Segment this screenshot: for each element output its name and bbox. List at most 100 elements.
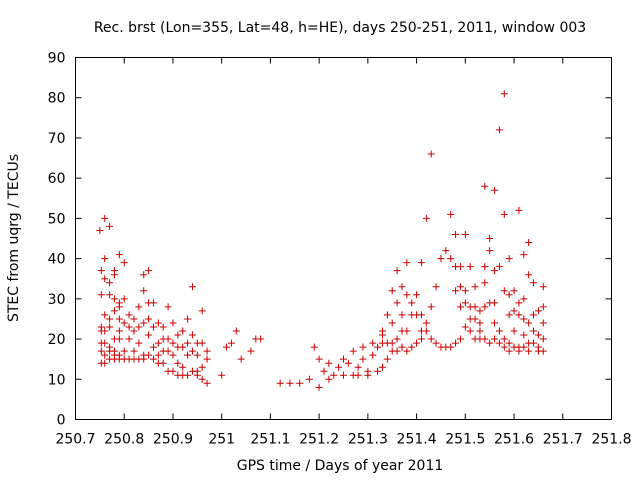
data-point [106,222,114,230]
data-point [169,319,177,327]
data-point [159,359,167,367]
data-point [140,287,148,295]
data-point [257,335,265,343]
data-point [149,299,157,307]
data-point [145,267,153,275]
data-point [120,295,128,303]
data-point [510,307,518,315]
data-point [179,343,187,351]
data-point [491,186,499,194]
data-point [417,335,425,343]
data-point [218,371,226,379]
data-point [432,283,440,291]
data-point [466,327,474,335]
data-point [530,339,538,347]
data-point [422,214,430,222]
data-point [378,363,386,371]
data-point [164,335,172,343]
data-point [515,311,523,319]
data-point [120,319,128,327]
data-point [393,347,401,355]
data-point [120,347,128,355]
data-point [422,319,430,327]
data-point [203,347,211,355]
data-point [369,351,377,359]
x-tick-label: 251.3 [348,432,388,448]
data-point [383,355,391,363]
data-point [179,363,187,371]
data-point [530,311,538,319]
data-point [515,347,523,355]
data-point [491,319,499,327]
data-point [388,319,396,327]
data-point [179,327,187,335]
data-point [106,323,114,331]
data-point [520,343,528,351]
data-point [188,331,196,339]
data-point [534,331,542,339]
data-point [422,327,430,335]
data-point [393,299,401,307]
data-point [97,267,105,275]
data-point [164,303,172,311]
data-point [169,351,177,359]
x-tick-label: 250.8 [104,432,144,448]
data-point [486,235,494,242]
x-tick-label: 250.7 [55,432,95,448]
data-point [505,347,513,355]
y-tick-label: 0 [57,413,66,429]
data-point [505,339,513,347]
data-point [110,295,118,303]
data-point [169,339,177,347]
data-point [97,291,105,299]
data-point [491,267,499,275]
data-point [320,367,328,375]
data-point [310,343,318,351]
data-point [96,226,104,234]
data-point [227,339,235,347]
data-point [452,230,460,238]
data-point [447,343,455,351]
data-point [500,90,508,98]
data-point [325,375,333,383]
data-point [115,335,123,343]
data-point [149,355,157,363]
x-tick-label: 251.8 [591,432,631,448]
data-point [154,351,162,359]
data-point [481,335,489,343]
y-tick-label: 70 [48,131,66,147]
data-point [417,259,425,267]
data-point [383,311,391,319]
data-point [359,343,367,351]
chart-title: Rec. brst (Lon=355, Lat=48, h=HE), days … [94,20,586,36]
data-point [525,271,533,279]
data-point [520,331,528,339]
data-point [223,343,231,351]
data-point [145,315,153,323]
data-point [408,299,416,307]
data-point [106,279,114,287]
data-point [388,339,396,347]
data-point [164,347,172,355]
data-point [461,299,469,307]
data-point [481,279,489,287]
data-point [456,263,464,271]
y-tick-label: 30 [48,292,66,308]
data-point [510,327,518,335]
data-point [149,323,157,331]
x-axis-label: GPS time / Days of year 2011 [237,458,444,474]
data-point [374,343,382,351]
data-point [461,287,469,295]
data-point [471,315,479,323]
data-point [525,319,533,327]
axis-ticks: 250.7 250.8 250.9 251 251.1 251.2 251.3 251.4 25… [48,51,632,448]
data-point [530,279,538,287]
data-point [486,247,494,255]
x-tick-label: 251 [208,432,235,448]
data-point [398,311,406,319]
data-point [101,311,109,319]
data-point [154,339,162,347]
data-point [106,291,114,299]
data-point [145,351,153,359]
data-point [408,343,416,351]
